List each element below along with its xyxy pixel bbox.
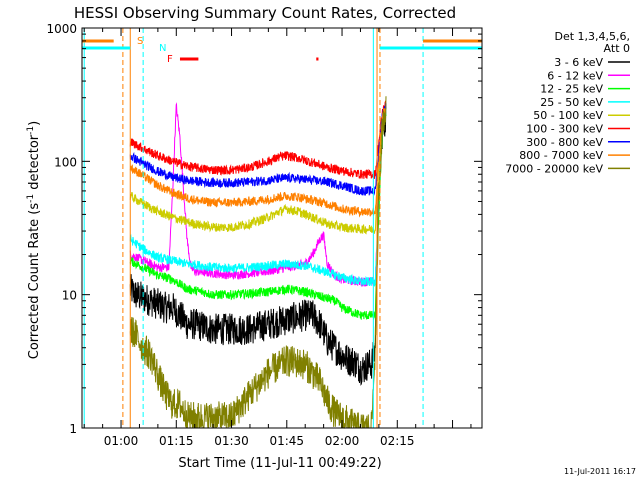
plot-frame — [81, 27, 483, 429]
x-tick-label: 02:15 — [380, 434, 415, 448]
legend-entry-label: 3 - 6 keV — [554, 56, 603, 69]
y-tick-label: 1000 — [46, 22, 77, 36]
x-tick-label: 01:30 — [214, 434, 249, 448]
legend-entry-label: 6 - 12 keV — [547, 69, 603, 82]
chart-title: HESSI Observing Summary Count Rates, Cor… — [74, 4, 456, 22]
legend-entry-label: 12 - 25 keV — [540, 83, 603, 96]
y-tick-label: 10 — [62, 289, 77, 303]
series-line-4 — [129, 107, 387, 235]
y-axis-label: Corrected Count Rate (s-1 detector-1) — [26, 121, 42, 359]
x-tick-label: 02:00 — [325, 434, 360, 448]
legend-header-2: Att 0 — [604, 42, 630, 55]
series-line-2 — [129, 113, 387, 320]
series-line-1 — [129, 102, 387, 288]
legend-entry-label: 7000 - 20000 keV — [505, 162, 603, 175]
legend-entry-label: 100 - 300 keV — [526, 123, 603, 136]
series-line-5 — [129, 99, 387, 179]
x-tick-label: 01:15 — [159, 434, 194, 448]
flag-label-s: S — [137, 36, 143, 47]
plot-area: S NF 1 10 100 1000 01:00 01:15 01:30 01:45 02:00 02… — [46, 22, 483, 448]
x-tick-label: 01:00 — [104, 434, 139, 448]
series-line-8 — [129, 96, 387, 429]
legend-header-1: Det 1,3,4,5,6, — [554, 30, 630, 43]
legend-entry-label: 300 - 800 keV — [526, 136, 603, 149]
series-line-7 — [129, 108, 387, 218]
x-axis-label: Start Time (11-Jul-11 00:49:22) — [178, 456, 381, 471]
timestamp: 11-Jul-2011 16:17 — [564, 467, 636, 476]
series-line-3 — [129, 108, 387, 287]
series-line-0 — [129, 110, 387, 386]
y-tick-label: 100 — [54, 155, 77, 169]
flag-label-n: N — [159, 43, 166, 54]
series-line-6 — [129, 102, 387, 196]
legend-entry-label: 25 - 50 keV — [540, 96, 603, 109]
legend-entry-label: 800 - 7000 keV — [519, 149, 603, 162]
y-tick-label: 1 — [69, 422, 77, 436]
x-tick-label: 01:45 — [269, 434, 304, 448]
flag-label-f: F — [167, 54, 173, 65]
legend-entry-label: 50 - 100 keV — [533, 109, 603, 122]
